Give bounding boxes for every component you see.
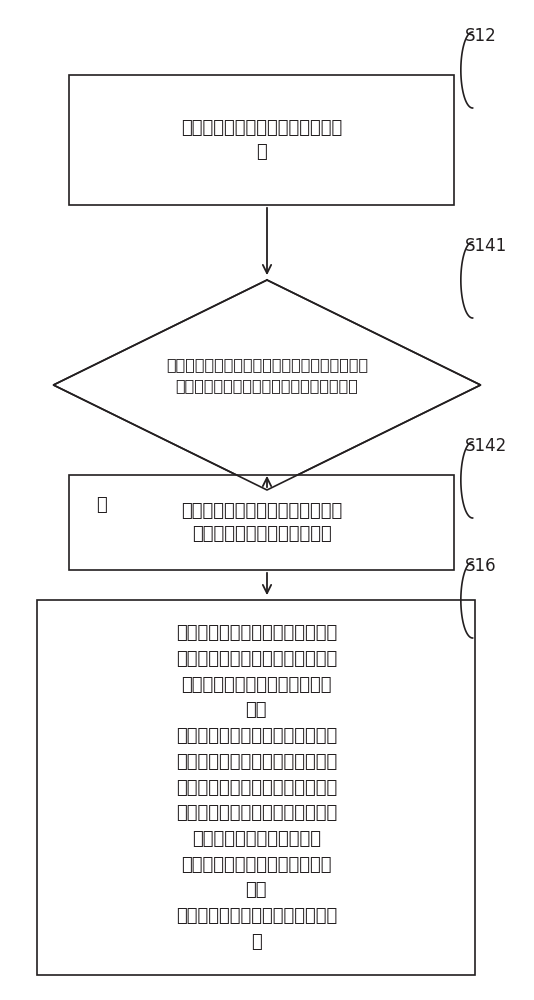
Text: 第一主链区块的第一高度、预配置的区块打包规
则与当前平行链的区块打包参数是否匹配？: 第一主链区块的第一高度、预配置的区块打包规 则与当前平行链的区块打包参数是否匹配… — [166, 357, 368, 393]
Text: S142: S142 — [465, 437, 507, 455]
Text: 否: 否 — [96, 496, 107, 514]
Text: 接收第一平行链的第一通道注册交
易: 接收第一平行链的第一通道注册交 易 — [181, 119, 342, 161]
Text: 响应于获得第一区块高度的第一区
块的打包权，从内存池拉取若干第
一交易，并分别对各第一交易执
行：
在第一交易为平行链交易时，判断
第一区块高度、第一交易所属的: 响应于获得第一区块高度的第一区 块的打包权，从内存池拉取若干第 一交易，并分别对… — [176, 624, 337, 951]
Bar — [69, 75, 454, 205]
Text: 将第一通道编号与第一平行链名称
的第一对应关系记录到主链上: 将第一通道编号与第一平行链名称 的第一对应关系记录到主链上 — [181, 502, 342, 543]
Bar — [69, 475, 454, 570]
Text: S16: S16 — [465, 557, 496, 575]
Text: S141: S141 — [465, 237, 507, 255]
Bar — [37, 600, 475, 975]
Polygon shape — [53, 280, 481, 490]
Text: S12: S12 — [465, 27, 496, 45]
